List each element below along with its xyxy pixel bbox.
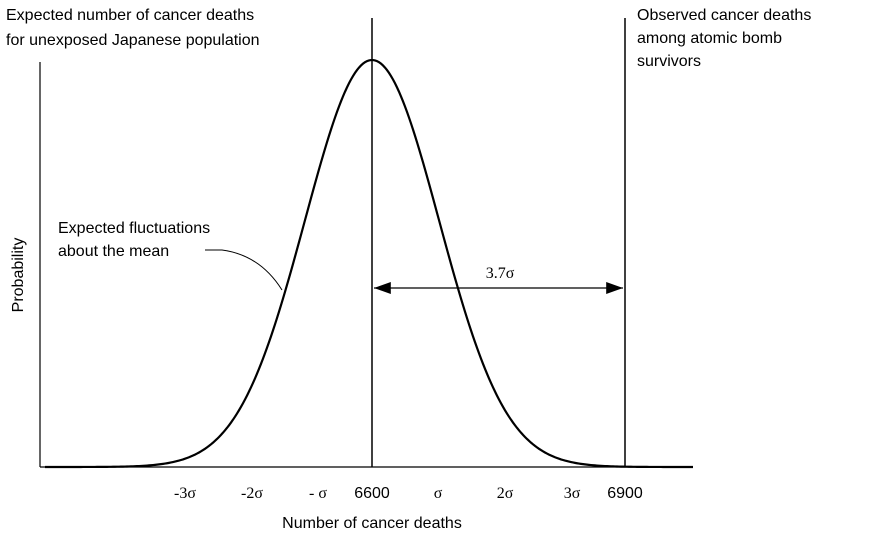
tick-label: - σ (309, 485, 327, 502)
y-axis-label: Probability (10, 238, 27, 313)
arrow-label: 3.7σ (486, 265, 515, 282)
observed-label: survivors (637, 53, 701, 70)
tick-label: 6600 (354, 485, 390, 502)
mean-label: for unexposed Japanese population (6, 32, 260, 49)
tick-label: σ (434, 485, 443, 502)
fluctuation-label: Expected fluctuations (58, 220, 210, 237)
mean-label: Expected number of cancer deaths (6, 7, 254, 24)
normal-curve (45, 58, 693, 469)
x-axis-label: Number of cancer deaths (282, 515, 462, 532)
observed-label: Observed cancer deaths (637, 7, 811, 24)
tick-label: 3σ (564, 485, 581, 502)
tick-label: 2σ (497, 485, 514, 502)
tick-label: -3σ (174, 485, 196, 502)
observed-label: among atomic bomb (637, 30, 782, 47)
tick-label: -2σ (241, 485, 263, 502)
tick-label: 6900 (607, 485, 643, 502)
fluctuation-label: about the mean (58, 243, 169, 260)
leader-line (205, 249, 283, 291)
